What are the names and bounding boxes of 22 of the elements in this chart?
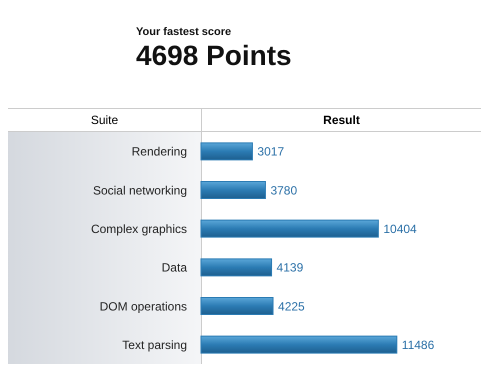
bar xyxy=(200,258,272,276)
data-label: 11486 xyxy=(402,338,435,352)
data-label: 10404 xyxy=(383,222,418,236)
y-axis-title: Suite xyxy=(8,109,202,131)
data-label: 4139 xyxy=(276,260,304,275)
bar xyxy=(200,296,274,315)
data-label: 3017 xyxy=(257,144,284,159)
data-label: 4225 xyxy=(278,299,306,314)
y-tick-label: Complex graphics xyxy=(90,222,187,236)
bar xyxy=(200,220,379,238)
y-tick-label: Social networking xyxy=(92,183,187,198)
bar xyxy=(200,180,266,199)
bar xyxy=(200,142,253,160)
y-tick-label: Data xyxy=(162,260,188,275)
chart-title: Your fastest score xyxy=(136,26,232,38)
data-label: 3780 xyxy=(270,183,298,198)
y-tick-label: Text parsing xyxy=(122,338,187,352)
bar xyxy=(200,336,398,354)
x-axis-title: Result xyxy=(322,113,361,127)
y-tick-label: Rendering xyxy=(132,144,187,159)
chart-subtitle: 4698 Points xyxy=(136,40,293,72)
y-tick-label: DOM operations xyxy=(100,299,187,314)
